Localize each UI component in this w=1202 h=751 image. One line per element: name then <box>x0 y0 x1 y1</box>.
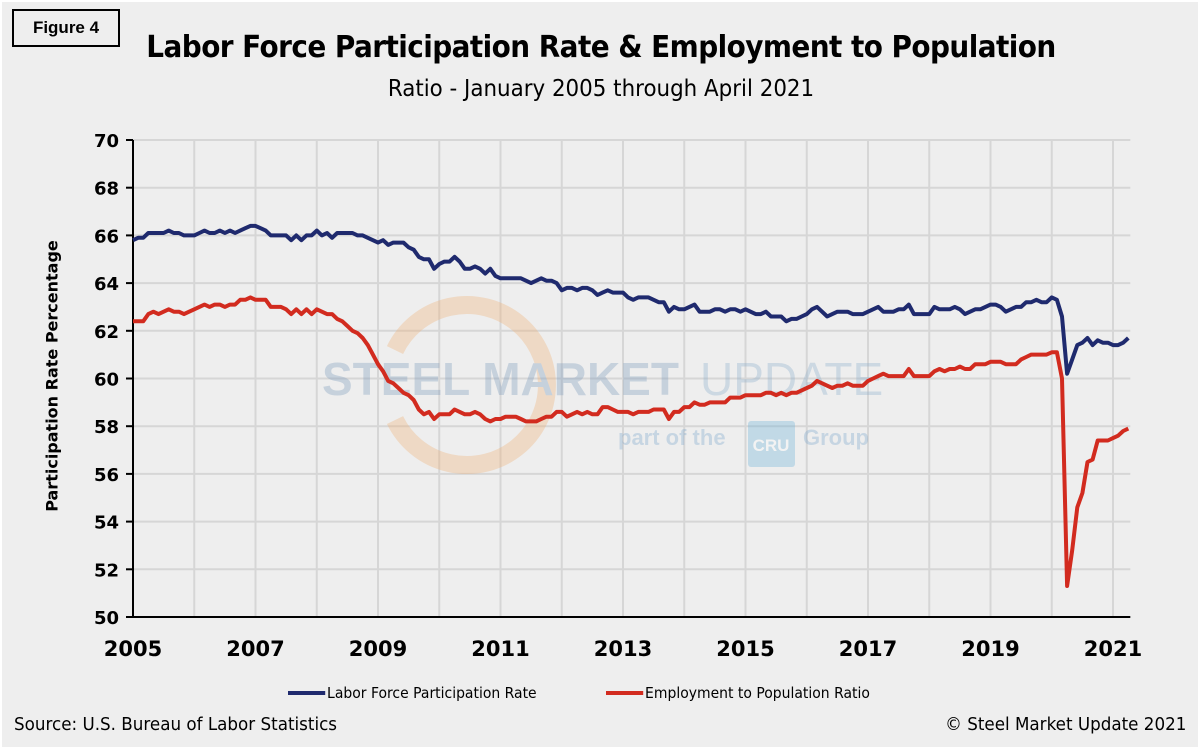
x-tick-label: 2007 <box>226 637 284 661</box>
y-tick-label: 54 <box>94 513 119 534</box>
copyright-note: © Steel Market Update 2021 <box>944 714 1186 735</box>
y-tick-label: 66 <box>94 226 119 247</box>
watermark-group: Group <box>803 425 869 450</box>
watermark-sub: part of the <box>618 425 726 450</box>
chart-subtitle: Ratio - January 2005 through April 2021 <box>387 76 815 102</box>
y-tick-label: 50 <box>94 608 119 629</box>
legend-swatch-lfpr <box>288 691 326 695</box>
x-tick-label: 2017 <box>839 637 897 661</box>
legend-swatch-epop <box>606 691 644 695</box>
watermark-cru: CRU <box>753 436 790 455</box>
chart-title: Labor Force Participation Rate & Employm… <box>146 30 1056 65</box>
watermark-arc <box>386 296 556 474</box>
figure-label: Figure 4 <box>12 9 120 47</box>
x-tick-label: 2013 <box>594 637 652 661</box>
series-line-epop <box>133 295 1130 588</box>
y-tick-label: 56 <box>94 465 119 486</box>
y-tick-label: 60 <box>94 370 119 391</box>
x-tick-label: 2021 <box>1084 637 1142 661</box>
x-tick-label: 2019 <box>961 637 1019 661</box>
x-tick-label: 2011 <box>471 637 529 661</box>
watermark-text-light: UPDATE <box>700 353 883 405</box>
legend-item-epop: Employment to Population Ratio <box>606 684 870 702</box>
x-tick-label: 2009 <box>349 637 407 661</box>
y-tick-label: 62 <box>94 322 119 343</box>
y-tick-label: 52 <box>94 560 119 581</box>
y-tick-label: 58 <box>94 417 119 438</box>
watermark-logo: STEEL MARKET UPDATE part of the CRU Grou… <box>322 296 883 474</box>
gridlines <box>133 139 1131 617</box>
y-tick-label: 64 <box>94 274 119 295</box>
y-tick-label: 68 <box>94 179 119 200</box>
legend-item-lfpr: Labor Force Participation Rate <box>288 684 537 702</box>
legend-label-epop: Employment to Population Ratio <box>645 684 870 702</box>
legend-label-lfpr: Labor Force Participation Rate <box>327 684 537 702</box>
x-tick-label: 2005 <box>104 637 162 661</box>
cru-badge <box>748 421 795 467</box>
y-tick-label: 70 <box>94 131 119 152</box>
axes <box>126 139 1131 618</box>
series-line-lfpr <box>132 223 1130 376</box>
tick-labels: 50 52 54 56 58 60 62 64 66 68 70 2005 2007 2009 2011 20… <box>94 131 1142 661</box>
x-tick-label: 2015 <box>716 637 774 661</box>
watermark-text-bold: STEEL MARKET <box>322 353 679 405</box>
source-note: Source: U.S. Bureau of Labor Statistics <box>14 714 338 735</box>
series-lines <box>132 223 1130 588</box>
